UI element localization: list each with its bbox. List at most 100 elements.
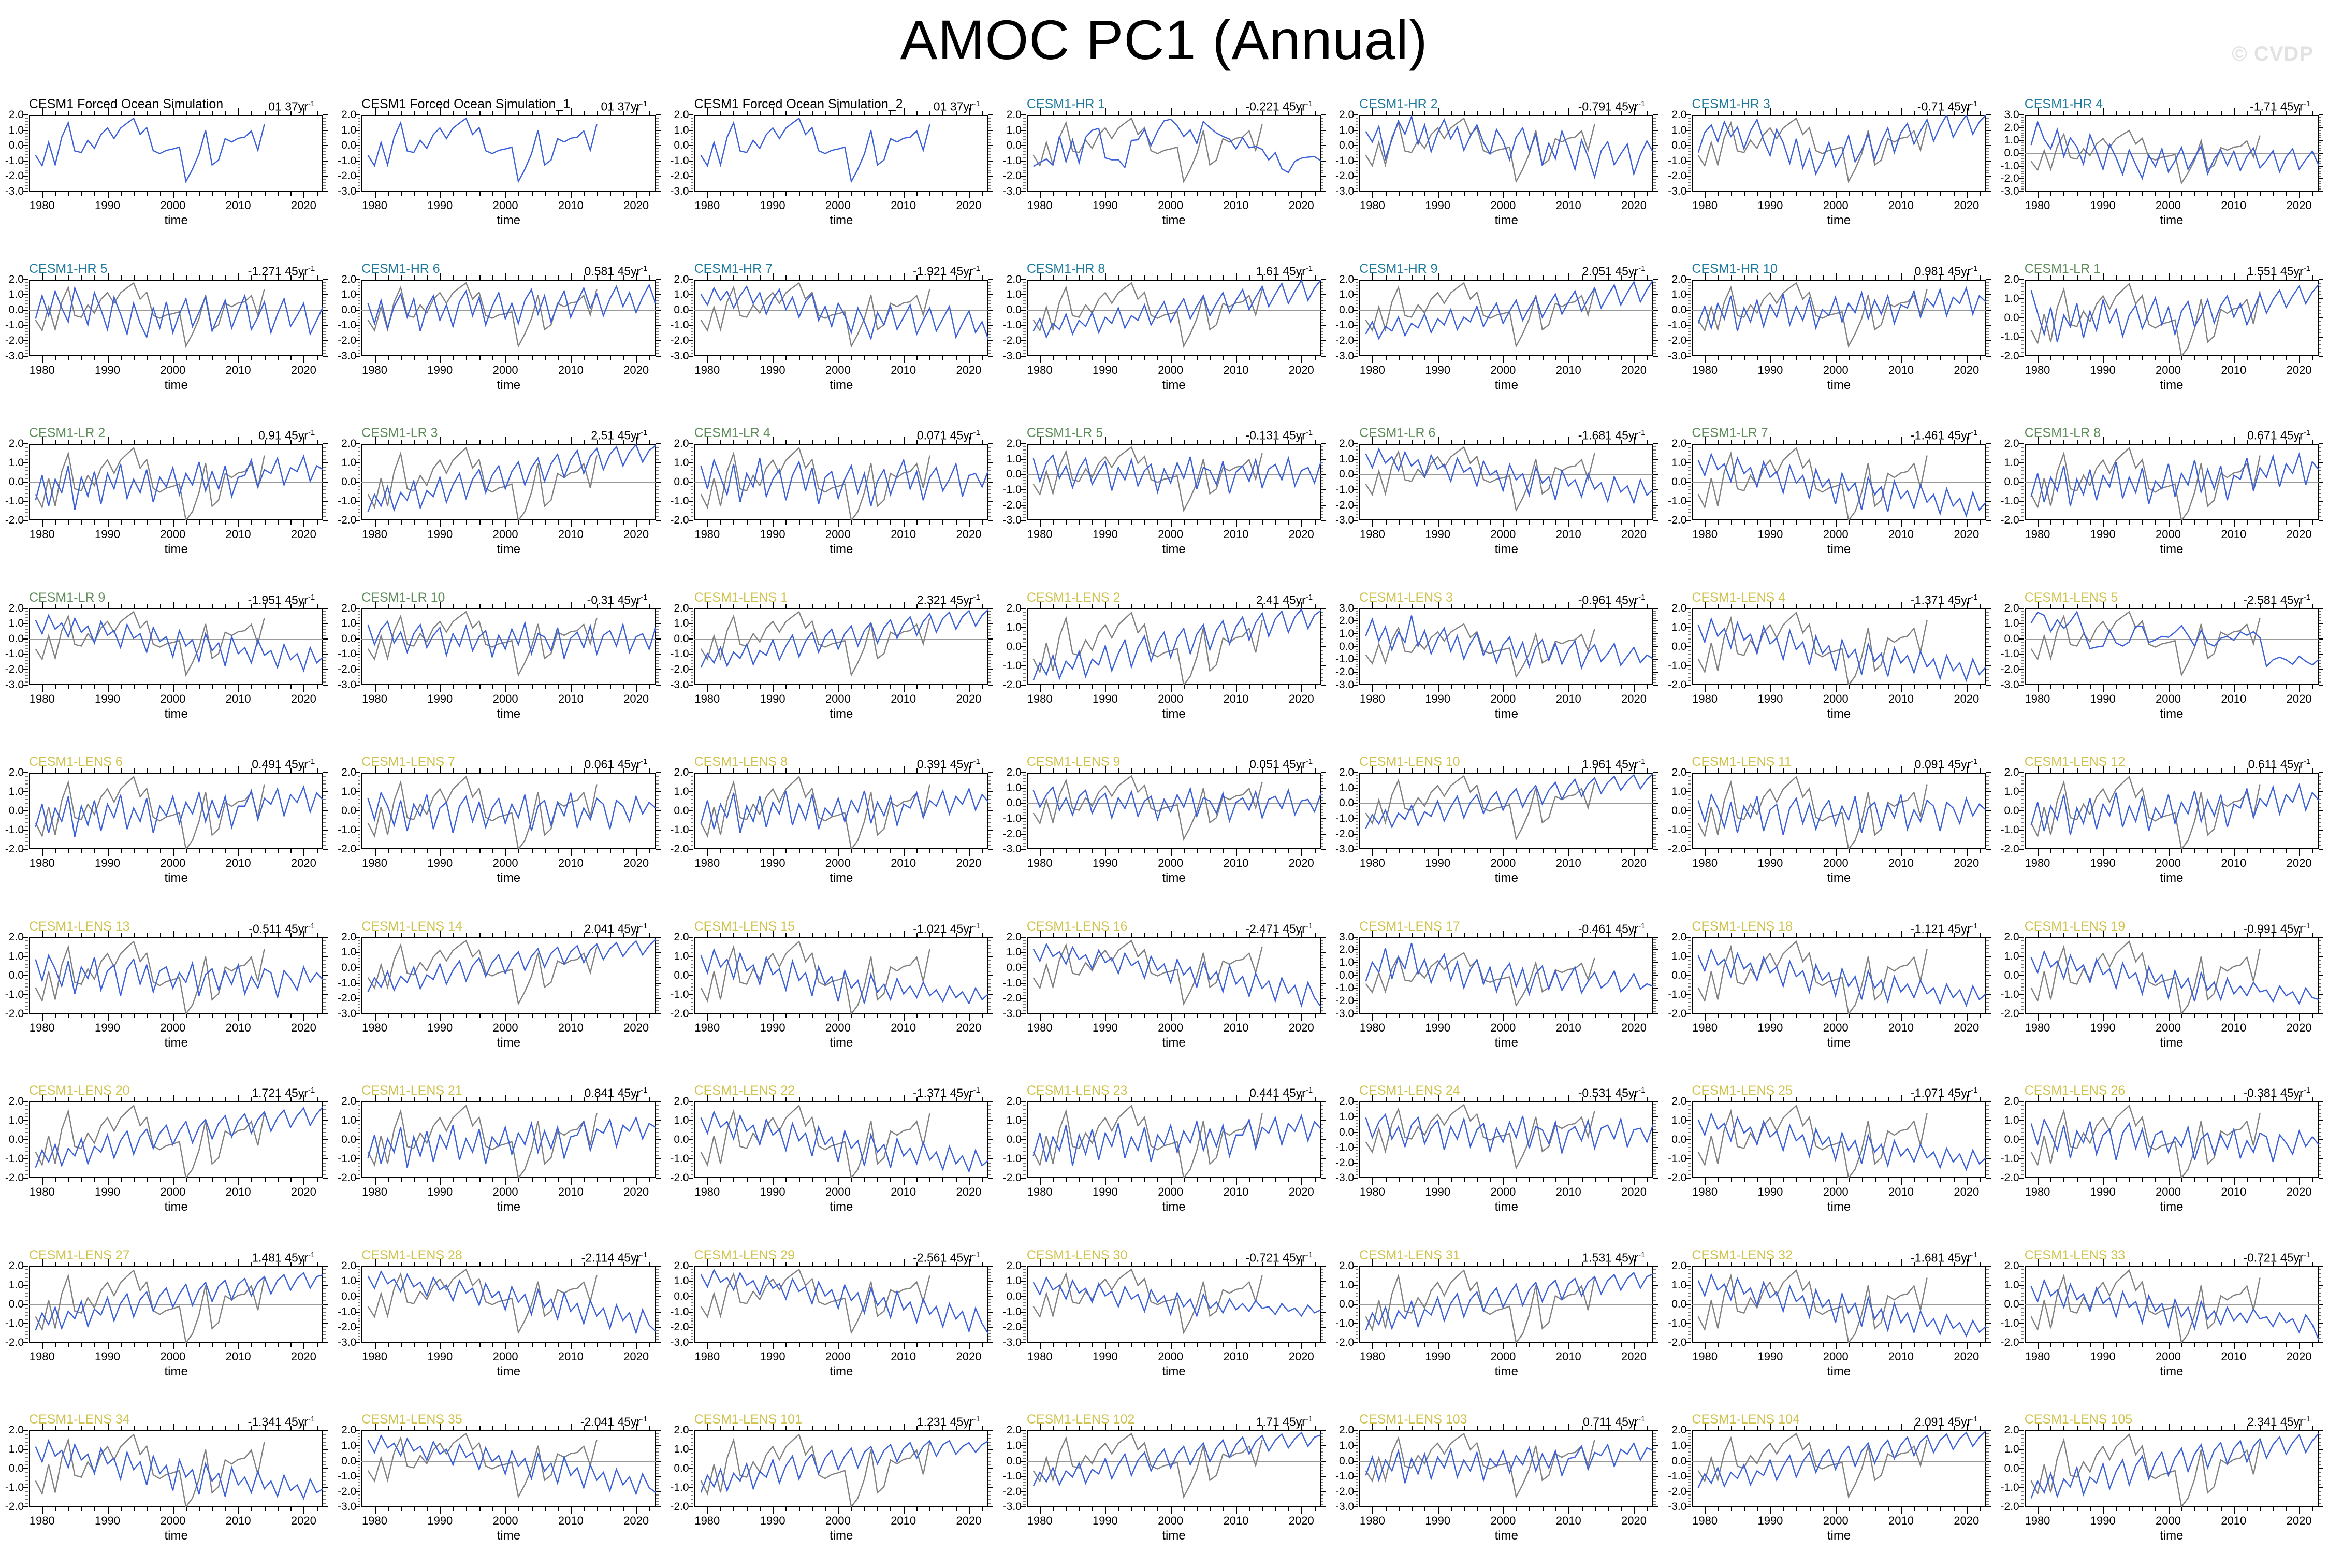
- y-minor-tick-right: [323, 807, 326, 808]
- x-major-tick: [838, 849, 839, 856]
- y-minor-tick: [1356, 806, 1358, 807]
- x-major-tick: [303, 108, 304, 115]
- x-minor-tick: [532, 685, 533, 689]
- y-minor-tick-right: [988, 334, 991, 335]
- y-minor-tick: [2021, 163, 2024, 164]
- timeseries-panel: CESM1-LR 3 2.51 45yr-1 2.0 1.0 0.0 -1.0 -2.0 19…: [332, 417, 665, 582]
- x-tick-label: 2020: [623, 856, 649, 870]
- y-minor-tick-right: [988, 474, 991, 475]
- x-minor-tick: [1783, 685, 1784, 689]
- y-minor-tick-right: [1321, 1001, 1323, 1002]
- x-minor-tick: [597, 1014, 598, 1018]
- x-minor-tick: [1315, 933, 1316, 937]
- y-tick-mark: [1021, 114, 1026, 115]
- x-tick-label: 2010: [1556, 1021, 1581, 1035]
- y-minor-tick: [691, 300, 693, 301]
- y-tick-label: -3.0: [670, 352, 689, 361]
- member-line: [1033, 944, 1321, 1007]
- y-tick-label: 2.0: [1007, 604, 1022, 613]
- x-tick-label: 2020: [2287, 364, 2312, 377]
- x-major-tick: [1040, 931, 1041, 937]
- x-minor-tick: [317, 440, 318, 444]
- x-axis-ticks: [2025, 849, 2319, 856]
- x-minor-tick: [160, 768, 161, 773]
- y-tick-mark-right: [1653, 772, 1658, 773]
- y-minor-tick-right: [1986, 182, 1989, 183]
- x-minor-tick: [956, 1014, 957, 1018]
- x-minor-tick: [2129, 356, 2130, 360]
- y-minor-tick-right: [323, 291, 326, 292]
- x-minor-tick: [1262, 1014, 1263, 1018]
- y-tick-mark-right: [988, 772, 993, 773]
- y-minor-tick-right: [1986, 795, 1989, 796]
- right-axis-ticks: [1653, 773, 1660, 849]
- y-minor-tick: [1688, 998, 1691, 999]
- y-minor-tick: [2021, 611, 2024, 612]
- y-minor-tick-right: [1321, 182, 1323, 183]
- x-major-tick: [1901, 602, 1902, 608]
- x-minor-tick: [388, 933, 389, 937]
- y-minor-tick-right: [988, 346, 991, 347]
- y-minor-tick: [1356, 164, 1358, 165]
- y-minor-tick: [358, 672, 360, 673]
- y-minor-tick: [691, 282, 693, 283]
- x-minor-tick: [1197, 768, 1198, 773]
- x-minor-tick: [453, 192, 454, 196]
- x-minor-tick: [212, 604, 213, 608]
- x-minor-tick: [916, 111, 918, 115]
- x-minor-tick: [1888, 604, 1889, 608]
- x-minor-tick: [1412, 768, 1413, 773]
- x-minor-tick: [2247, 768, 2248, 773]
- y-minor-tick: [1356, 661, 1358, 662]
- x-major-tick: [1171, 849, 1172, 856]
- x-minor-tick: [2181, 111, 2182, 115]
- y-minor-tick-right: [656, 497, 659, 498]
- x-minor-tick: [877, 192, 878, 196]
- y-minor-tick: [2021, 648, 2024, 649]
- x-major-tick: [440, 520, 441, 527]
- y-minor-tick-right: [1653, 965, 1656, 966]
- y-minor-tick: [1356, 282, 1358, 283]
- x-minor-tick: [1477, 1014, 1478, 1018]
- x-minor-tick: [1144, 849, 1145, 853]
- y-minor-tick-right: [2319, 470, 2321, 471]
- x-minor-tick: [1516, 685, 1517, 689]
- x-minor-tick: [199, 1014, 200, 1018]
- y-tick-label: 1.0: [1007, 455, 1022, 464]
- y-tick-label: 2.0: [341, 439, 356, 448]
- y-minor-tick: [358, 611, 360, 612]
- y-tick-label: -3.0: [1335, 352, 1354, 361]
- x-minor-tick: [2312, 192, 2313, 196]
- y-minor-tick: [25, 620, 28, 621]
- y-minor-tick-right: [2319, 795, 2321, 796]
- y-minor-tick-right: [1321, 654, 1323, 655]
- x-minor-tick: [317, 275, 318, 280]
- x-major-tick: [238, 1014, 239, 1021]
- x-minor-tick: [466, 192, 467, 196]
- x-minor-tick: [1386, 520, 1387, 525]
- y-minor-tick-right: [323, 837, 326, 838]
- y-tick-mark-right: [1653, 620, 1658, 621]
- plot-area: 2.0 1.0 0.0 -1.0 -2.0 -3.0 1980 1990 2000 2010 202…: [1330, 441, 1663, 582]
- y-minor-tick-right: [323, 663, 326, 664]
- y-minor-tick-right: [1986, 467, 1989, 468]
- x-major-tick: [2169, 602, 2170, 608]
- x-tick-label: 2020: [1621, 692, 1647, 706]
- y-minor-tick: [691, 783, 693, 785]
- x-major-tick: [969, 849, 970, 856]
- y-minor-tick: [1023, 182, 1026, 183]
- y-minor-tick-right: [323, 660, 326, 661]
- x-axis-title: time: [1359, 378, 1653, 393]
- x-minor-tick: [1288, 933, 1289, 937]
- y-minor-tick: [691, 663, 693, 664]
- y-tick-mark: [2019, 178, 2024, 179]
- x-tick-label: 1990: [1757, 199, 1783, 212]
- x-minor-tick: [1118, 1014, 1119, 1018]
- x-minor-tick: [851, 1014, 852, 1018]
- y-tick-mark-right: [1321, 279, 1326, 280]
- reference-line: [1033, 119, 1262, 182]
- x-minor-tick: [1315, 849, 1316, 853]
- x-minor-tick: [2286, 192, 2287, 196]
- y-tick-label: 0.0: [1339, 470, 1354, 479]
- x-major-tick: [707, 108, 708, 115]
